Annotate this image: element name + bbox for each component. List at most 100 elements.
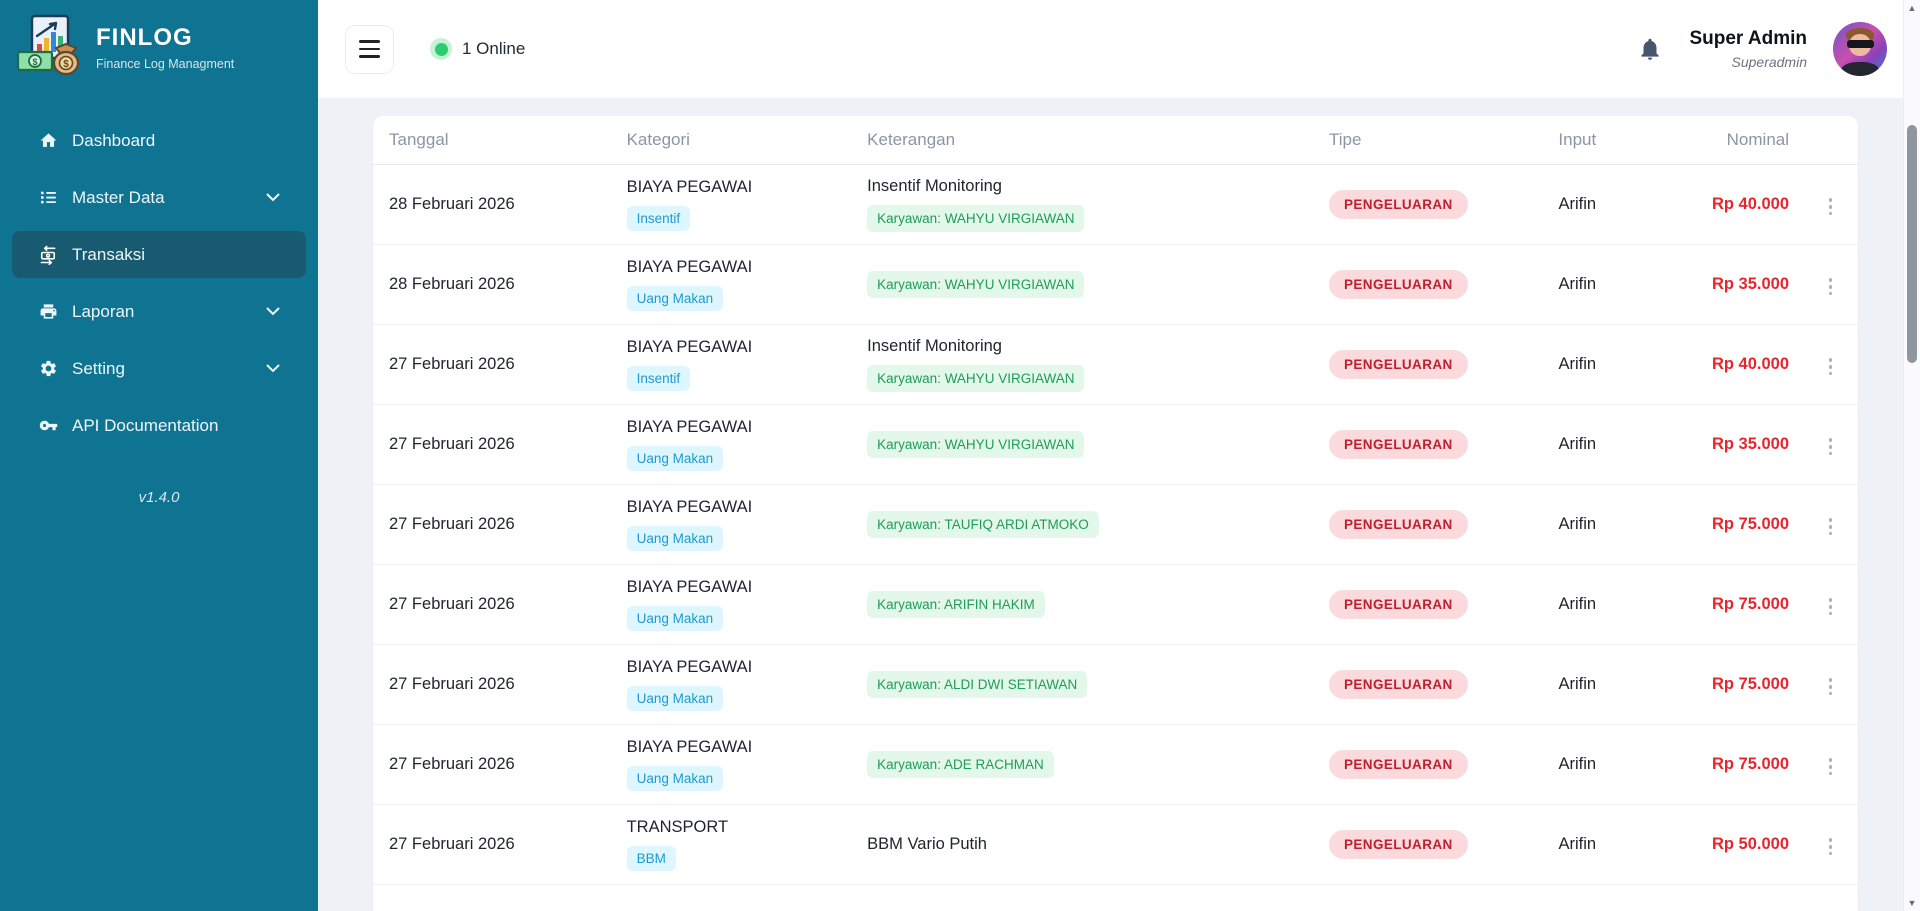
cell-type: PENGELUARAN	[1313, 404, 1496, 485]
online-label: 1 Online	[462, 39, 526, 58]
brand: $ $ FINLOG Finance Log Managment	[0, 0, 318, 91]
cell-input: Arifin	[1495, 324, 1659, 405]
cell-actions	[1803, 404, 1858, 485]
category-name: BIAYA PEGAWAI	[626, 418, 753, 436]
employee-badge: Karyawan: ADE RACHMAN	[867, 751, 1054, 778]
type-badge: PENGELUARAN	[1329, 270, 1468, 299]
row-actions-kebab-icon[interactable]	[1823, 432, 1839, 461]
sidebar-item-laporan[interactable]: Laporan	[12, 288, 306, 335]
cell-actions	[1803, 644, 1858, 725]
table-row: 27 Februari 2026 BIAYA PEGAWAI Uang Maka…	[373, 484, 1858, 565]
transactions-table: Tanggal Kategori Keterangan Tipe Input N…	[373, 116, 1858, 885]
cell-nominal: Rp 35.000	[1658, 404, 1804, 485]
cell-input: Arifin	[1495, 564, 1659, 645]
cell-actions	[1803, 724, 1858, 805]
cell-description: Karyawan: WAHYU VIRGIAWAN	[851, 404, 1313, 485]
row-actions-kebab-icon[interactable]	[1823, 592, 1839, 621]
category-badge: Insentif	[626, 366, 691, 391]
scrollbar-down-arrow-icon[interactable]: ▼	[1907, 898, 1917, 908]
app-version: v1.4.0	[138, 489, 180, 506]
cell-category: BIAYA PEGAWAI Insentif	[610, 324, 852, 405]
cell-category: BIAYA PEGAWAI Uang Makan	[610, 724, 852, 805]
row-actions-kebab-icon[interactable]	[1823, 272, 1839, 301]
sidebar-item-dashboard[interactable]: Dashboard	[12, 117, 306, 164]
cell-type: PENGELUARAN	[1313, 564, 1496, 645]
hamburger-icon	[359, 40, 380, 43]
cell-type: PENGELUARAN	[1313, 484, 1496, 565]
chevron-down-icon	[266, 360, 280, 378]
cell-input: Arifin	[1495, 804, 1659, 885]
employee-badge: Karyawan: ALDI DWI SETIAWAN	[867, 671, 1088, 698]
cell-date: 27 Februari 2026	[373, 724, 611, 805]
cell-type: PENGELUARAN	[1313, 804, 1496, 885]
sidebar-item-label: Setting	[72, 358, 125, 378]
topbar: 1 Online Super Admin Superadmin	[318, 0, 1903, 98]
transaction-icon	[38, 245, 58, 265]
row-actions-kebab-icon[interactable]	[1823, 512, 1839, 541]
sidebar-item-master-data[interactable]: Master Data	[12, 174, 306, 221]
list-icon	[38, 188, 58, 208]
table-row: 27 Februari 2026 BIAYA PEGAWAI Insentif …	[373, 324, 1858, 405]
user-menu[interactable]: Super Admin Superadmin	[1689, 28, 1807, 70]
cell-category: TRANSPORT BBM	[610, 804, 852, 885]
sidebar-item-label: Dashboard	[72, 130, 156, 150]
header-input: Input	[1495, 116, 1659, 165]
header-kategori: Kategori	[610, 116, 852, 165]
cell-nominal: Rp 75.000	[1658, 724, 1804, 805]
sidebar-item-transaksi[interactable]: Transaksi	[12, 231, 306, 278]
printer-icon	[38, 302, 58, 322]
type-badge: PENGELUARAN	[1329, 750, 1468, 779]
cell-type: PENGELUARAN	[1313, 244, 1496, 325]
finlog-logo-icon: $ $	[16, 14, 80, 81]
row-actions-kebab-icon[interactable]	[1823, 352, 1839, 381]
employee-badge: Karyawan: WAHYU VIRGIAWAN	[867, 205, 1085, 232]
table-row: 27 Februari 2026 BIAYA PEGAWAI Uang Maka…	[373, 564, 1858, 645]
cell-actions	[1803, 244, 1858, 325]
cell-date: 27 Februari 2026	[373, 484, 611, 565]
cell-description: Insentif Monitoring Karyawan: WAHYU VIRG…	[851, 324, 1313, 405]
row-actions-kebab-icon[interactable]	[1823, 192, 1839, 221]
row-actions-kebab-icon[interactable]	[1823, 832, 1839, 861]
row-actions-kebab-icon[interactable]	[1823, 752, 1839, 781]
category-name: BIAYA PEGAWAI	[626, 498, 753, 516]
category-name: BIAYA PEGAWAI	[626, 738, 753, 756]
cell-category: BIAYA PEGAWAI Uang Makan	[610, 484, 852, 565]
category-badge: Uang Makan	[626, 526, 724, 551]
sidebar-item-setting[interactable]: Setting	[12, 345, 306, 392]
cell-actions	[1803, 484, 1858, 565]
avatar[interactable]	[1833, 22, 1887, 76]
cell-date: 28 Februari 2026	[373, 164, 611, 245]
scrollbar-thumb[interactable]	[1907, 125, 1917, 363]
type-badge: PENGELUARAN	[1329, 430, 1468, 459]
type-badge: PENGELUARAN	[1329, 590, 1468, 619]
cell-description: BBM Vario Putih	[851, 804, 1313, 885]
content-area: Tanggal Kategori Keterangan Tipe Input N…	[318, 98, 1903, 911]
cell-actions	[1803, 564, 1858, 645]
cell-nominal: Rp 40.000	[1658, 164, 1804, 245]
cell-category: BIAYA PEGAWAI Uang Makan	[610, 244, 852, 325]
cell-actions	[1803, 324, 1858, 405]
cell-date: 27 Februari 2026	[373, 404, 611, 485]
home-icon	[38, 131, 58, 151]
category-badge: Uang Makan	[626, 446, 724, 471]
table-row: 27 Februari 2026 BIAYA PEGAWAI Uang Maka…	[373, 644, 1858, 725]
sidebar-item-api-documentation[interactable]: API Documentation	[12, 402, 306, 449]
sidebar-item-label: API Documentation	[72, 415, 219, 435]
svg-text:$: $	[63, 59, 69, 70]
notification-bell-icon[interactable]	[1637, 36, 1663, 62]
category-badge: Uang Makan	[626, 286, 724, 311]
main-area: 1 Online Super Admin Superadmin	[318, 0, 1920, 911]
row-actions-kebab-icon[interactable]	[1823, 672, 1839, 701]
cell-description: Karyawan: ADE RACHMAN	[851, 724, 1313, 805]
svg-text:$: $	[32, 57, 37, 67]
cell-category: BIAYA PEGAWAI Uang Makan	[610, 404, 852, 485]
scrollbar-up-arrow-icon[interactable]: ▲	[1907, 3, 1917, 13]
page-scrollbar[interactable]: ▲ ▼	[1903, 0, 1920, 911]
cell-input: Arifin	[1495, 644, 1659, 725]
sidebar-toggle-button[interactable]	[345, 24, 394, 74]
chevron-down-icon	[266, 189, 280, 207]
cell-nominal: Rp 40.000	[1658, 324, 1804, 405]
cell-description: Karyawan: WAHYU VIRGIAWAN	[851, 244, 1313, 325]
user-name: Super Admin	[1689, 28, 1807, 49]
cell-type: PENGELUARAN	[1313, 724, 1496, 805]
